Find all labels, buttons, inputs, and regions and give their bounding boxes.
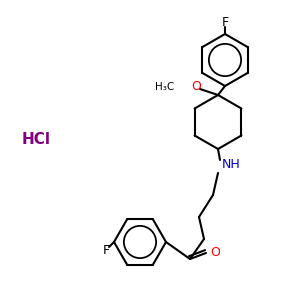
Text: O: O <box>210 247 220 260</box>
Text: H₃C: H₃C <box>155 82 174 92</box>
Text: F: F <box>221 16 229 28</box>
Text: HCl: HCl <box>22 133 51 148</box>
Text: F: F <box>102 244 110 256</box>
Text: O: O <box>191 80 201 94</box>
Text: NH: NH <box>222 158 241 172</box>
